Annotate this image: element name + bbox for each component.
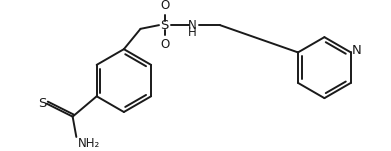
Text: O: O	[160, 0, 169, 12]
Text: NH₂: NH₂	[78, 137, 100, 150]
Text: O: O	[160, 38, 169, 51]
Text: S: S	[38, 97, 47, 110]
Text: N: N	[352, 44, 361, 57]
Text: H: H	[188, 26, 197, 39]
Text: S: S	[160, 19, 169, 32]
Text: N: N	[188, 19, 197, 32]
